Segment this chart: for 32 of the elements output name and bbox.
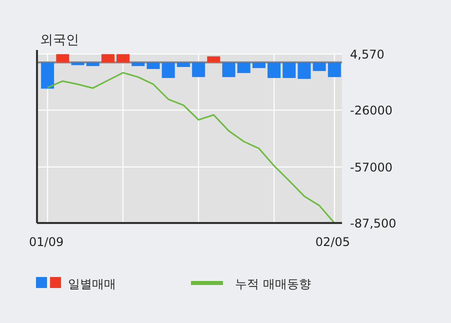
bar [222,62,236,78]
bar [41,62,54,89]
bar [101,54,114,62]
bar [207,56,220,62]
bar [71,62,84,66]
y-tick-label: -57000 [350,160,393,175]
bar [116,54,130,62]
bar [268,62,281,78]
bar [162,62,175,78]
x-tick-label: 02/05 [315,235,350,249]
bar [237,62,250,74]
bar [252,62,266,68]
bar [86,62,100,66]
bar [56,54,70,62]
x-tick-label: 01/09 [29,235,64,249]
chart-title: 외국인 [40,33,79,48]
y-tick-label: -87,500 [350,216,396,230]
bar [328,62,341,78]
y-tick-label: 4,570 [350,48,384,62]
line-series [46,72,336,224]
legend-label: 누적 매매동향 [235,277,311,291]
y-tick-label: -26000 [350,104,393,118]
bar [298,62,311,79]
bar [282,62,296,78]
legend: 일별매매 [36,277,116,291]
legend: 누적 매매동향 [191,277,311,291]
bar [192,62,206,78]
legend-label: 일별매매 [68,277,116,291]
bar [146,62,160,69]
bar [176,62,190,67]
bar [132,62,145,66]
bar [312,62,326,72]
